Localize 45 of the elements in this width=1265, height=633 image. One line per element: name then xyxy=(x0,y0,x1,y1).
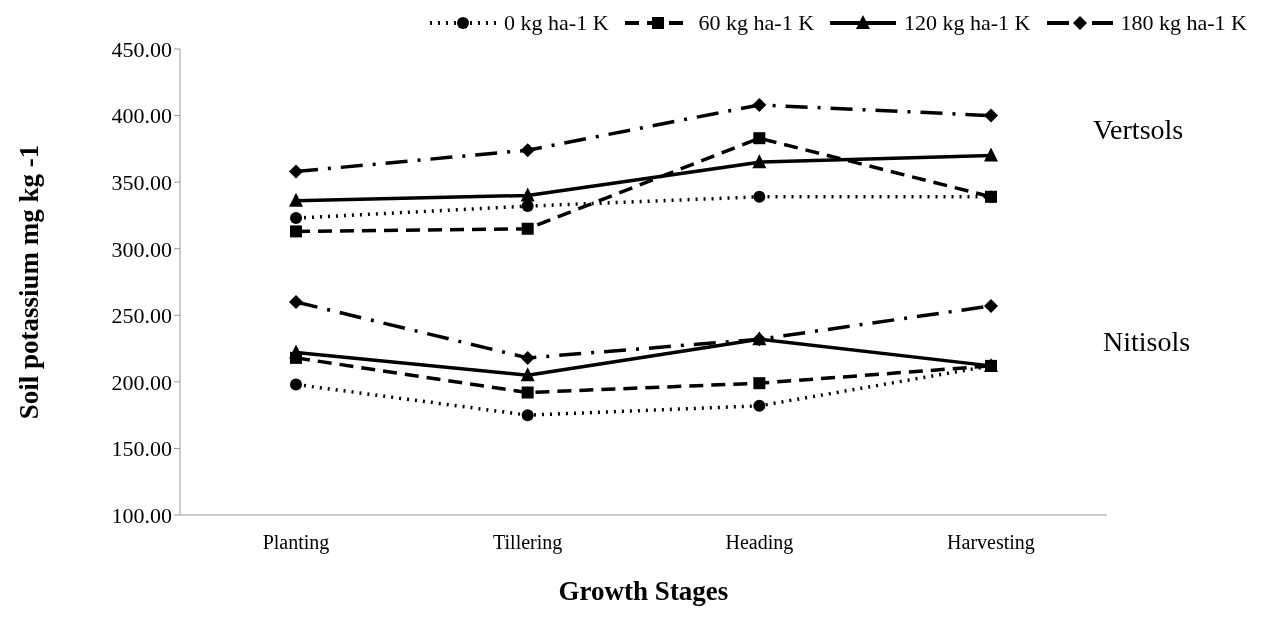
y-axis-title: Soil potassium mg kg -1 xyxy=(13,144,44,420)
y-tick-label: 450.00 xyxy=(111,36,172,62)
x-tick-label: Harvesting xyxy=(947,531,1035,555)
y-tick-label: 400.00 xyxy=(111,103,172,129)
point xyxy=(520,187,535,202)
point xyxy=(752,97,767,112)
point xyxy=(289,164,303,179)
legend-label: 120 kg ha-1 K xyxy=(904,10,1031,36)
point xyxy=(290,225,302,238)
y-tick-label: 150.00 xyxy=(111,436,172,462)
y-tick-label: 350.00 xyxy=(111,169,172,195)
x-axis-title: Growth Stages xyxy=(558,576,729,606)
point xyxy=(521,200,534,213)
point xyxy=(984,298,998,313)
y-tick-label: 100.00 xyxy=(111,502,172,528)
point xyxy=(290,212,302,225)
legend-label: 0 kg ha-1 K xyxy=(504,10,609,36)
point xyxy=(290,378,302,391)
point xyxy=(289,294,303,309)
annotation: Vertsols xyxy=(1093,114,1184,146)
x-tick-label: Planting xyxy=(262,531,330,555)
y-tick-label: 300.00 xyxy=(111,236,172,262)
annotation: Nitisols xyxy=(1103,326,1191,358)
y-tick-label: 250.00 xyxy=(111,303,172,329)
point xyxy=(289,344,303,359)
point xyxy=(753,132,766,145)
x-tick-label: Heading xyxy=(725,531,794,555)
legend-label: 180 kg ha-1 K xyxy=(1120,10,1247,36)
point xyxy=(984,108,998,123)
point xyxy=(985,190,997,203)
point xyxy=(753,377,766,390)
point xyxy=(521,222,534,235)
point xyxy=(520,143,535,158)
point xyxy=(753,190,766,203)
point xyxy=(752,154,767,169)
point xyxy=(521,409,534,422)
point xyxy=(289,192,303,207)
point xyxy=(520,350,535,365)
point xyxy=(521,386,534,399)
point xyxy=(520,367,535,382)
y-tick-label: 200.00 xyxy=(111,369,172,395)
point xyxy=(984,147,998,162)
x-tick-label: Tillering xyxy=(493,531,563,555)
legend-label: 60 kg ha-1 K xyxy=(698,10,815,36)
point xyxy=(753,399,766,412)
